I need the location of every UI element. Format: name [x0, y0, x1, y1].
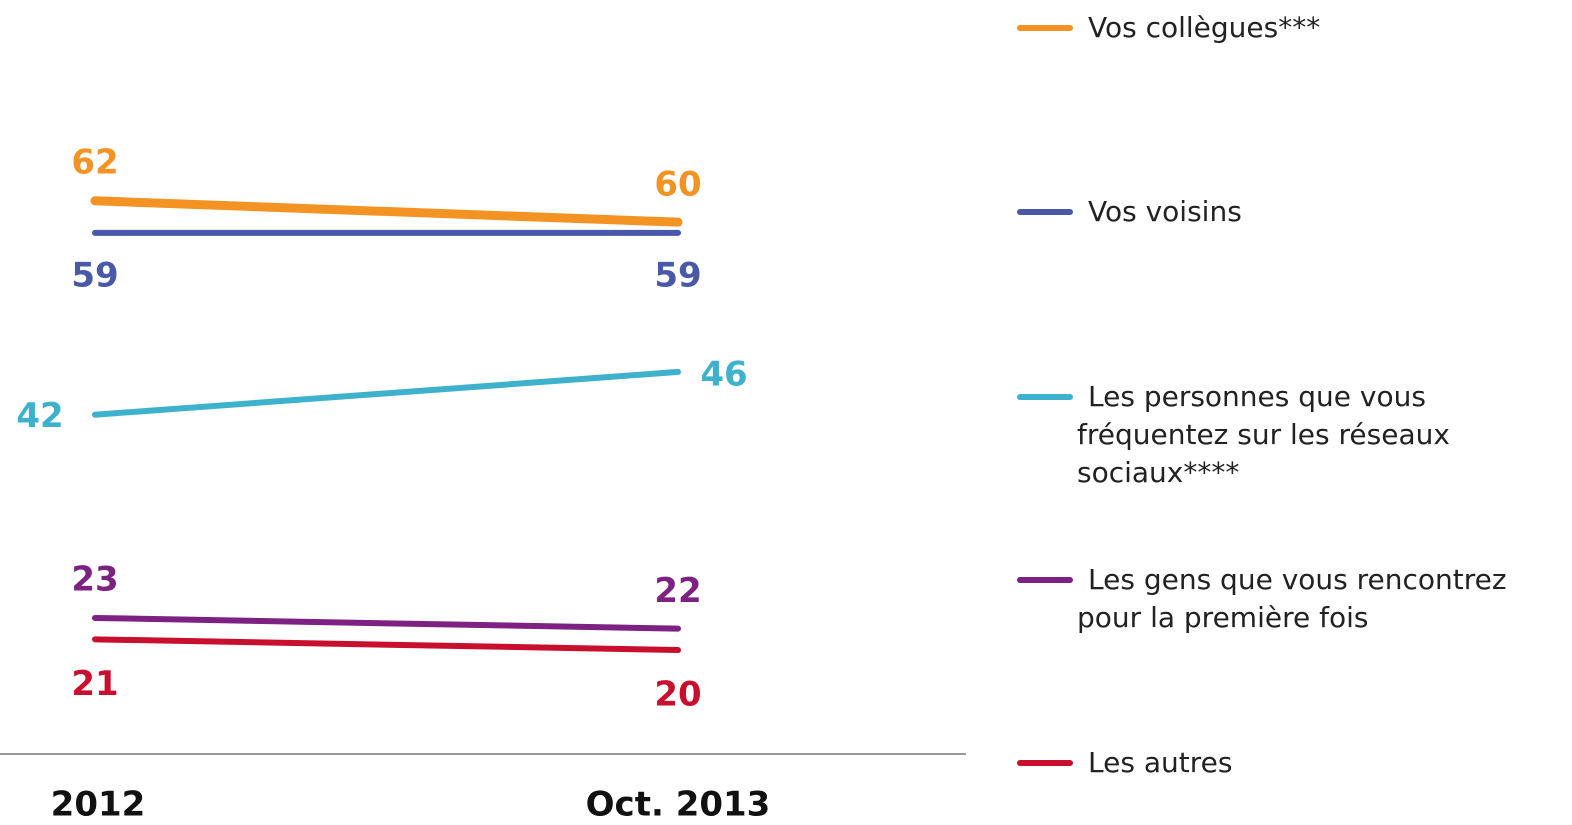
legend-label: Les gens que vous rencontrez pour la pre…	[1077, 563, 1507, 634]
data-label: 21	[71, 664, 118, 704]
data-label: 59	[71, 255, 118, 295]
legend-swatch	[1017, 577, 1073, 583]
data-label: 20	[654, 675, 701, 715]
data-label: 62	[71, 142, 118, 182]
series-line	[92, 636, 681, 654]
legend-swatch	[1017, 394, 1073, 400]
legend-label: Vos voisins	[1088, 195, 1242, 228]
series-line	[90, 196, 683, 227]
legend-swatch	[1017, 760, 1073, 766]
x-tick-label: 2012	[51, 785, 146, 825]
legend-label: Les autres	[1088, 746, 1233, 779]
series-line	[92, 368, 681, 418]
chart: 2012 Oct. 2013 62 60 59 59 42 46 23 22 21 20	[0, 142, 966, 825]
data-label: 42	[16, 396, 63, 436]
legend-label: Vos collègues***	[1088, 11, 1321, 44]
legend-swatch	[1017, 25, 1073, 31]
legend-label: Les personnes que vous fréquentez sur le…	[1077, 380, 1450, 489]
data-label: 23	[71, 559, 118, 599]
data-label: 60	[654, 165, 701, 205]
series-line	[92, 614, 681, 632]
legend-swatch	[1017, 209, 1073, 215]
data-label: 46	[700, 354, 747, 394]
x-tick-label: Oct. 2013	[586, 785, 771, 825]
data-label: 22	[654, 571, 701, 611]
data-label: 59	[654, 255, 701, 295]
